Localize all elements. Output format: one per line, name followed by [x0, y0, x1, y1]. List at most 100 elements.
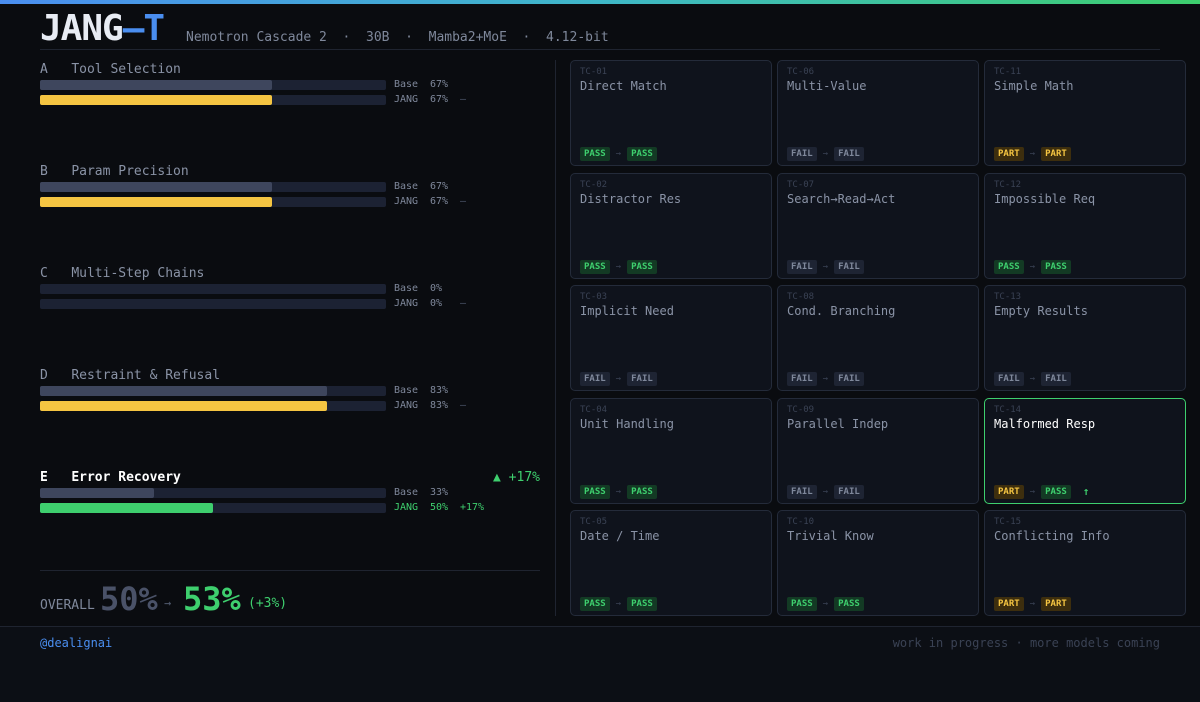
- test-card-tc-11[interactable]: TC-11 Simple Math PART → PART: [984, 60, 1186, 166]
- test-name: Parallel Indep: [787, 416, 889, 431]
- jang-status-badge: PART: [1041, 147, 1071, 161]
- test-results: FAIL → FAIL: [787, 259, 864, 274]
- category-title: B Param Precision: [40, 164, 189, 179]
- test-results: PASS → PASS: [580, 259, 657, 274]
- base-series-label: Base: [394, 385, 419, 396]
- test-card-tc-05[interactable]: TC-05 Date / Time PASS → PASS: [570, 510, 772, 616]
- bar-delta-label: —: [460, 298, 467, 309]
- top-gradient-bar: [0, 0, 1200, 4]
- test-name: Cond. Branching: [787, 304, 896, 318]
- test-results: PART → PART: [994, 147, 1071, 161]
- test-card-tc-04[interactable]: TC-04 Unit Handling PASS → PASS: [570, 397, 772, 504]
- test-results: FAIL → FAIL: [787, 484, 864, 499]
- bar-track: [40, 95, 386, 105]
- test-card-tc-09[interactable]: TC-09 Parallel Indep FAIL → FAIL: [777, 397, 979, 504]
- arrow-icon: →: [1029, 149, 1036, 159]
- category-title: C Multi-Step Chains: [40, 266, 204, 281]
- base-status-badge: FAIL: [580, 372, 610, 386]
- test-card-tc-10[interactable]: TC-10 Trivial Know PASS → PASS: [777, 510, 979, 616]
- base-status-badge: PASS: [580, 147, 610, 161]
- jang-status-badge: FAIL: [834, 259, 864, 274]
- column-divider: [555, 60, 556, 616]
- category-name: Tool Selection: [71, 62, 181, 77]
- base-status-badge: FAIL: [787, 372, 817, 386]
- test-card-tc-13[interactable]: TC-13 Empty Results FAIL → FAIL: [984, 285, 1186, 391]
- footer-note: work in progress · more models coming: [892, 636, 1160, 650]
- category-title: E Error Recovery: [40, 470, 181, 485]
- test-results: FAIL → FAIL: [787, 147, 864, 161]
- category-title: A Tool Selection: [40, 62, 181, 77]
- arrow-icon: →: [822, 149, 829, 159]
- base-bar-row: Base 33%: [40, 487, 540, 499]
- test-results: FAIL → FAIL: [994, 372, 1071, 386]
- test-card-tc-08[interactable]: TC-08 Cond. Branching FAIL → FAIL: [777, 285, 979, 391]
- test-case-grid: TC-01 Direct Match PASS → PASS TC-06 Multi-Val…: [570, 60, 1186, 616]
- logo-text: JANG: [40, 8, 124, 49]
- base-status-badge: PART: [994, 597, 1024, 611]
- test-card-tc-12[interactable]: TC-12 Impossible Req PASS → PASS: [984, 172, 1186, 279]
- test-id: TC-01: [580, 67, 608, 77]
- test-id: TC-03: [580, 292, 608, 302]
- test-card-tc-14[interactable]: TC-14 Malformed Resp PART → PASS ↑: [984, 397, 1186, 504]
- category-chart: OVERALL 50% → 53% (+3%) A Tool Selection…: [40, 60, 540, 618]
- test-results: PASS → PASS: [787, 597, 864, 611]
- bar-delta-label: —: [460, 94, 467, 105]
- test-results: PART → PASS ↑: [994, 484, 1089, 499]
- jang-bar-row: JANG 83% —: [40, 400, 540, 412]
- base-value-label: 67%: [430, 79, 449, 90]
- test-name: Impossible Req: [994, 191, 1096, 206]
- model-subtitle: Nemotron Cascade 2 · 30B · Mamba2+MoE · …: [186, 30, 609, 45]
- test-name: Conflicting Info: [994, 529, 1110, 543]
- jang-status-badge: PASS: [627, 259, 657, 274]
- category-letter: B: [40, 164, 72, 179]
- bar-track: [40, 197, 386, 207]
- jang-value-label: 67%: [430, 196, 449, 207]
- overall-divider: [40, 570, 540, 571]
- test-name: Trivial Know: [787, 529, 874, 543]
- jang-status-badge: PASS: [1041, 484, 1071, 499]
- overall-jang-score: 53%: [183, 580, 241, 618]
- author-handle-link[interactable]: @dealignai: [40, 636, 113, 650]
- bar-track: [40, 299, 386, 309]
- base-status-badge: FAIL: [787, 147, 817, 161]
- test-id: TC-02: [580, 179, 608, 190]
- jang-bar: [40, 95, 272, 105]
- category-name: Restraint & Refusal: [71, 368, 221, 383]
- bar-delta-label: +17%: [460, 502, 485, 513]
- test-card-tc-01[interactable]: TC-01 Direct Match PASS → PASS: [570, 60, 772, 166]
- overall-delta: (+3%): [248, 596, 288, 611]
- jang-status-badge: FAIL: [834, 372, 864, 386]
- base-series-label: Base: [394, 181, 419, 192]
- test-id: TC-08: [787, 292, 815, 302]
- category-b: B Param Precision Base 67% JANG 67% —: [40, 164, 540, 214]
- jang-status-badge: PART: [1041, 597, 1071, 611]
- jang-value-label: 83%: [430, 400, 449, 411]
- jang-status-badge: PASS: [627, 597, 657, 611]
- arrow-icon: →: [822, 599, 829, 609]
- logo-suffix: —T: [122, 8, 165, 49]
- jang-series-label: JANG: [394, 196, 419, 207]
- base-bar-row: Base 67%: [40, 79, 540, 91]
- test-card-tc-07[interactable]: TC-07 Search→Read→Act FAIL → FAIL: [777, 172, 979, 279]
- test-name: Date / Time: [580, 529, 660, 543]
- jang-value-label: 67%: [430, 94, 449, 105]
- jang-value-label: 0%: [430, 298, 443, 309]
- arrow-icon: →: [615, 599, 622, 609]
- base-bar: [40, 386, 328, 396]
- test-card-tc-03[interactable]: TC-03 Implicit Need FAIL → FAIL: [570, 285, 772, 391]
- base-status-badge: PASS: [787, 597, 817, 611]
- footer: @dealignai work in progress · more model…: [0, 626, 1200, 702]
- test-id: TC-15: [994, 517, 1022, 527]
- test-card-tc-02[interactable]: TC-02 Distractor Res PASS → PASS: [570, 172, 772, 279]
- test-id: TC-05: [580, 517, 608, 527]
- category-letter: C: [40, 266, 72, 281]
- test-card-tc-06[interactable]: TC-06 Multi-Value FAIL → FAIL: [777, 60, 979, 166]
- arrow-icon: →: [822, 374, 829, 384]
- base-bar-row: Base 83%: [40, 385, 540, 397]
- overall-arrow-icon: →: [164, 596, 172, 610]
- base-status-badge: FAIL: [787, 484, 817, 499]
- test-id: TC-09: [787, 404, 815, 415]
- arrow-icon: →: [822, 486, 829, 497]
- test-card-tc-15[interactable]: TC-15 Conflicting Info PART → PART: [984, 510, 1186, 616]
- test-name: Malformed Resp: [994, 416, 1096, 431]
